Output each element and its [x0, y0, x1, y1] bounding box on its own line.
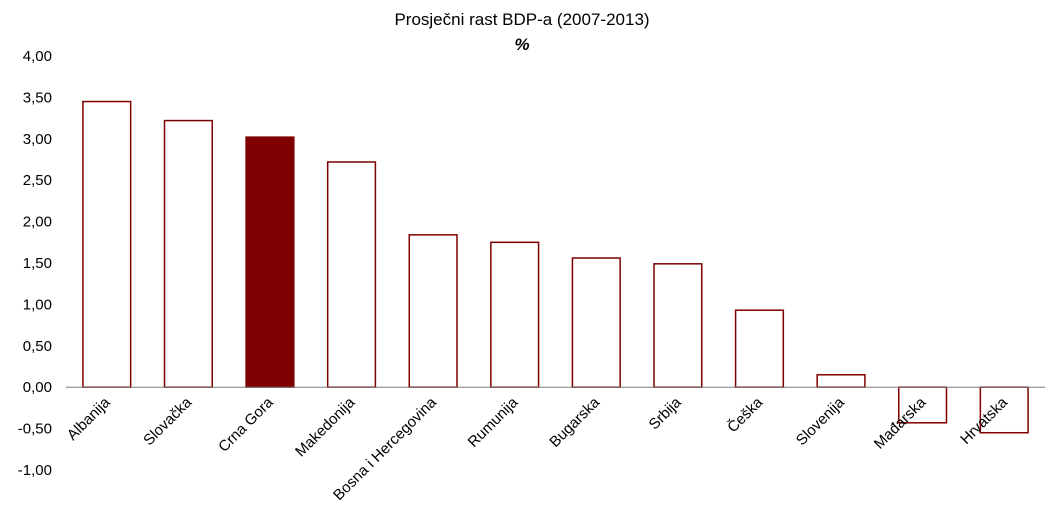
- bar: [326, 161, 377, 388]
- y-tick-label: 3,50: [23, 89, 52, 106]
- y-tick-label: 0,00: [23, 379, 52, 396]
- y-axis-ticks: 4,00 3,50 3,00 2,50 2,00 1,50 1,00 0,50 0,00 -0,5…: [18, 48, 52, 479]
- chart-subtitle: %: [514, 35, 529, 54]
- y-tick-label: 0,50: [23, 338, 52, 355]
- bar: [734, 309, 785, 388]
- bar: [898, 386, 948, 424]
- y-tick-label: 1,50: [23, 255, 52, 272]
- chart-title: Prosječni rast BDP-a (2007-2013): [394, 10, 649, 29]
- bar: [571, 257, 621, 388]
- x-tick-label: Makedonija: [292, 394, 359, 461]
- bar: [490, 241, 540, 388]
- bar: [408, 234, 458, 388]
- bar: [653, 263, 703, 388]
- bar: [245, 136, 295, 388]
- bars: [82, 100, 1029, 434]
- x-tick-label: Slovačka: [140, 394, 196, 450]
- x-tick-label: Crna Gora: [215, 394, 277, 456]
- y-tick-label: 4,00: [23, 48, 52, 65]
- bar: [163, 119, 213, 388]
- y-tick-label: 3,00: [23, 131, 52, 148]
- x-axis-ticks: Albanija Slovačka Crna Gora MakedonijaBosna…: [64, 394, 1012, 504]
- x-tick-label: Bugarska: [546, 394, 603, 451]
- bar: [82, 100, 132, 388]
- y-tick-label: 2,50: [23, 172, 52, 189]
- x-tick-label: Rumunija: [465, 394, 522, 451]
- y-tick-label: -0,50: [18, 421, 52, 438]
- bar: [979, 386, 1029, 434]
- x-tick-label: Albanija: [64, 394, 114, 444]
- x-tick-label: Srbija: [646, 394, 686, 434]
- y-tick-label: -1,00: [18, 462, 52, 479]
- x-tick-label: Češka: [724, 394, 767, 437]
- bar: [816, 374, 866, 388]
- x-tick-label: Slovenija: [793, 394, 849, 450]
- y-tick-label: 1,00: [23, 296, 52, 313]
- y-tick-label: 2,00: [23, 214, 52, 231]
